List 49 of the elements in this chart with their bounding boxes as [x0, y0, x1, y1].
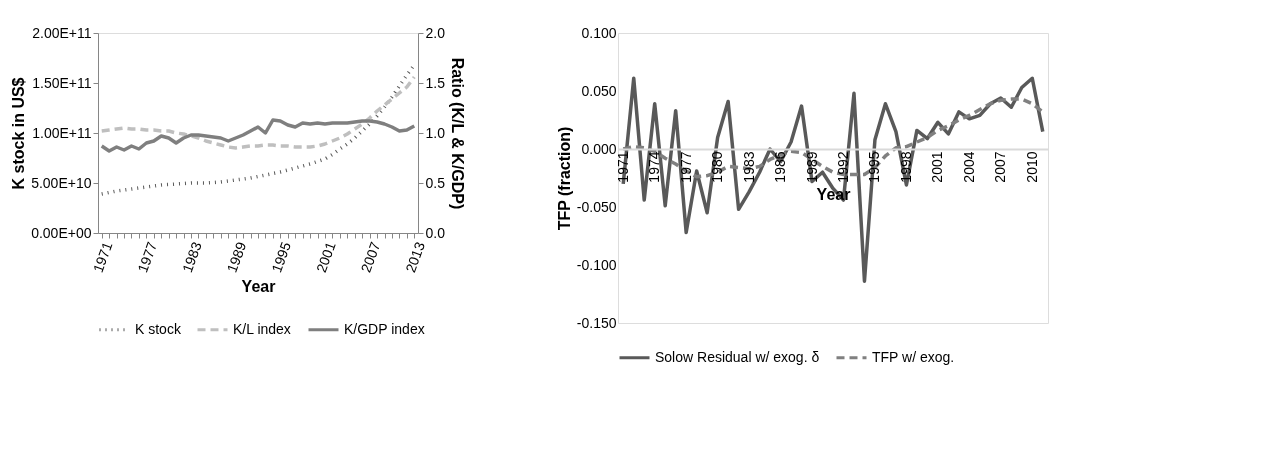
y2-tick-label: 1.0	[425, 124, 446, 141]
x-tick-label: 1977	[677, 151, 694, 183]
x-tick-label: 2001	[312, 239, 339, 275]
y-tick-label: 0.100	[581, 24, 617, 41]
y2-tick-label: 1.5	[425, 74, 446, 91]
y2-tick-label: 0.0	[425, 224, 446, 241]
y-tick-label: 5.00E+10	[31, 174, 92, 191]
y2-tick-label: 2.0	[425, 24, 446, 41]
legend-label: K stock	[135, 320, 182, 337]
y-tick-label: -0.050	[576, 198, 617, 215]
x-tick-label: 1989	[803, 151, 820, 183]
y-tick-label: 1.50E+11	[32, 74, 92, 91]
legend-label: K/GDP index	[344, 320, 425, 337]
legend-label: K/L index	[233, 320, 291, 337]
x-tick-label: 1977	[134, 239, 161, 275]
x-tick-label: 2007	[992, 151, 1009, 183]
x-tick-label: 1983	[178, 239, 205, 275]
x-tick-label: 1983	[740, 151, 757, 183]
x-tick-label: 2001	[929, 151, 946, 183]
y-tick-label: 0.000	[581, 140, 617, 157]
y2-axis-title: Ratio (K/L & K/GDP)	[448, 57, 466, 210]
y-tick-label: 1.00E+11	[32, 124, 92, 141]
y-tick-label: -0.150	[576, 314, 617, 331]
y-tick-label: -0.100	[576, 256, 617, 273]
legend-label: TFP w/ exog.	[872, 348, 955, 365]
line-series	[99, 63, 417, 196]
x-tick-label: 1989	[223, 239, 250, 275]
x-tick-label: 1974	[646, 151, 663, 183]
line-series	[99, 75, 417, 150]
x-tick-label: 1998	[897, 151, 914, 183]
x-tick-label: 1995	[268, 239, 295, 275]
y-tick-label: 0.050	[581, 82, 617, 99]
x-tick-label: 1995	[866, 151, 883, 183]
x-tick-label: 2010	[1023, 151, 1040, 183]
y-axis-title: TFP (fraction)	[555, 126, 573, 231]
y-tick-label: 0.00E+00	[31, 224, 92, 241]
y-tick-label: 2.00E+11	[32, 24, 92, 41]
legend-label: Solow Residual w/ exog. δ	[655, 348, 820, 365]
x-tick-label: 1986	[772, 151, 789, 183]
line-series	[99, 118, 417, 153]
x-tick-label: 2004	[960, 151, 977, 183]
x-tick-label: 2013	[402, 239, 428, 275]
x-axis-title: Year	[241, 277, 276, 295]
x-tick-label: 1971	[89, 239, 116, 275]
x-tick-label: 1980	[709, 151, 726, 183]
y2-tick-label: 0.5	[425, 174, 446, 191]
x-tick-label: 1992	[834, 151, 851, 183]
x-tick-label: 2007	[357, 239, 384, 275]
y-axis-title: K stock in US$	[10, 77, 28, 190]
